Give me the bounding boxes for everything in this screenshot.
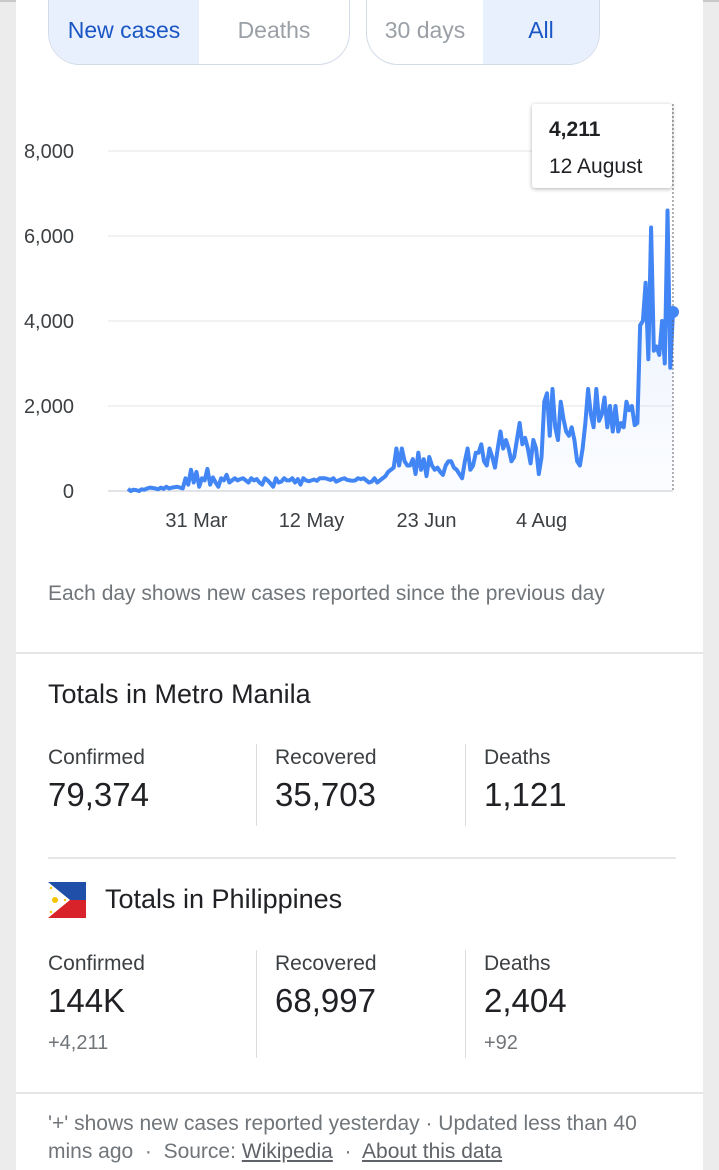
ph-confirmed-label: Confirmed [48, 952, 145, 975]
x-tick-label: 31 Mar [165, 510, 228, 532]
stat-separator [256, 744, 257, 826]
ph-deaths: Deaths 2,404 +92 [484, 952, 567, 1055]
metro-deaths: Deaths 1,121 [484, 746, 567, 814]
ph-deaths-label: Deaths [484, 952, 551, 975]
ph-recovered-value: 68,997 [275, 982, 376, 1019]
metro-confirmed: Confirmed 79,374 [48, 746, 149, 814]
section-divider [16, 1092, 703, 1094]
footer-text: '+' shows new cases reported yesterday ·… [48, 1112, 637, 1163]
y-tick-label: 2,000 [24, 396, 74, 418]
metro-recovered: Recovered 35,703 [275, 746, 377, 814]
chart-tooltip: 4,211 12 August [532, 104, 672, 188]
all-tab[interactable]: All [483, 0, 599, 64]
footer-note: '+' shows new cases reported yesterday ·… [48, 1112, 637, 1163]
metro-confirmed-value: 79,374 [48, 776, 149, 813]
philippines-flag-icon [48, 882, 86, 918]
range-toggle: 30 days All [366, 0, 600, 65]
ph-recovered: Recovered 68,997 [275, 952, 377, 1020]
new-cases-tab[interactable]: New cases [49, 0, 199, 64]
metro-confirmed-label: Confirmed [48, 746, 145, 769]
stat-separator [256, 950, 257, 1058]
ph-confirmed: Confirmed 144K +4,211 [48, 952, 145, 1055]
philippines-title: Totals in Philippines [105, 884, 343, 914]
section-divider [16, 652, 703, 654]
chart-note: Each day shows new cases reported since … [48, 582, 605, 605]
x-tick-label: 4 Aug [516, 510, 567, 532]
metric-toggle: New cases Deaths [48, 0, 350, 65]
metro-deaths-label: Deaths [484, 746, 551, 769]
tooltip-value: 4,211 [549, 118, 601, 141]
ph-confirmed-value: 144K [48, 982, 126, 1019]
series-area [128, 210, 673, 491]
ph-recovered-label: Recovered [275, 952, 377, 975]
wikipedia-link[interactable]: Wikipedia [241, 1140, 333, 1163]
x-tick-label: 12 May [279, 510, 345, 532]
stat-separator [465, 744, 466, 826]
about-data-link[interactable]: About this data [362, 1140, 503, 1163]
ph-deaths-delta: +92 [484, 1032, 518, 1054]
source-label: Source: [163, 1140, 236, 1163]
new-cases-chart[interactable]: 0 2,000 4,000 6,000 8,000 31 Mar 12 May 23 Jun 4… [16, 90, 703, 540]
y-tick-label: 4,000 [24, 311, 74, 333]
inner-divider [48, 857, 676, 859]
hover-point [667, 306, 679, 319]
deaths-tab[interactable]: Deaths [237, 16, 311, 43]
tooltip-date: 12 August [549, 155, 643, 178]
covid-card: New cases Deaths 30 days All 0 2,000 4,000… [16, 0, 703, 1170]
x-tick-label: 23 Jun [396, 510, 456, 532]
stat-separator [465, 950, 466, 1058]
metro-title: Totals in Metro Manila [48, 679, 311, 709]
30-days-tab[interactable]: 30 days [384, 16, 466, 43]
metro-recovered-value: 35,703 [275, 776, 376, 813]
metro-deaths-value: 1,121 [484, 776, 567, 813]
y-tick-label: 8,000 [24, 141, 74, 163]
series-line [126, 208, 675, 493]
metro-recovered-label: Recovered [275, 746, 377, 769]
ph-deaths-value: 2,404 [484, 982, 567, 1019]
y-tick-label: 6,000 [24, 226, 74, 248]
ph-confirmed-delta: +4,211 [48, 1032, 109, 1054]
y-tick-label: 0 [63, 481, 74, 503]
